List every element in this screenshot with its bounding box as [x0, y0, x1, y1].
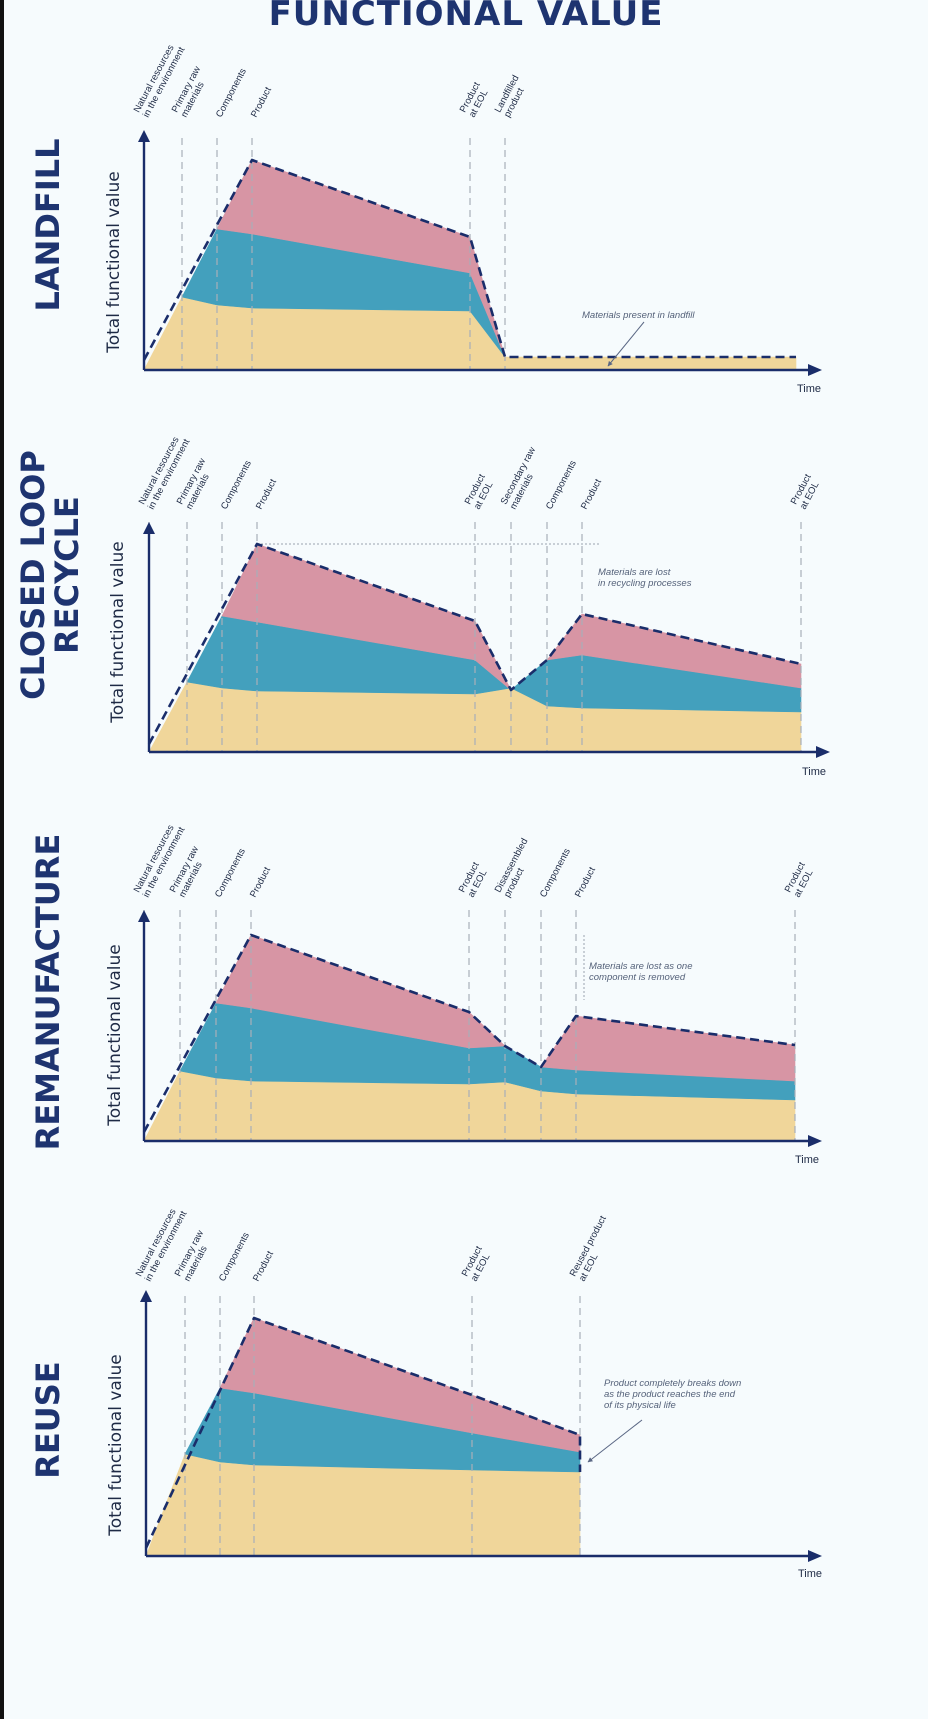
stage-label-line: Product: [254, 477, 279, 511]
x-axis-arrowhead: [816, 746, 830, 758]
stage-label: Components: [219, 458, 254, 511]
x-axis-title: Time: [802, 766, 826, 778]
annotation-line: Product completely breaks down: [604, 1378, 741, 1389]
stage-label-line: Components: [544, 458, 579, 511]
annotation-note: Materials are lost in recycling processes: [598, 567, 692, 589]
product-layer: [540, 1015, 796, 1082]
stage-label: Productat EOL: [783, 860, 818, 899]
annotation-note: Product completely breaks down as the pro…: [604, 1378, 741, 1411]
stage-label: Components: [217, 1230, 252, 1283]
x-axis-title: Time: [797, 383, 821, 395]
stage-label: Secondary rawmaterials: [499, 445, 548, 511]
value-chart: Natural resourcesin the environmentPrima…: [132, 823, 822, 1166]
stage-label-line: Components: [214, 66, 249, 119]
stage-label: Primary rawmaterials: [170, 64, 213, 119]
stage-label: Productat EOL: [457, 860, 492, 899]
stage-label-line: Components: [538, 846, 573, 899]
stage-label: Product: [573, 865, 598, 899]
stage-label: Product: [251, 1249, 276, 1283]
stage-label: Disassembledproduct: [493, 837, 540, 900]
value-chart: Natural resourcesin the environmentPrima…: [132, 43, 822, 395]
panel-reuse: REUSE Total functional value Natural resou…: [4, 1190, 928, 1719]
stage-label-line: Components: [217, 1230, 252, 1283]
stage-label-line: Product: [248, 865, 273, 899]
panel-landfill: LANDFILL Total functional value Natural re…: [4, 0, 928, 400]
stage-label-line: Components: [219, 458, 254, 511]
x-axis-arrowhead: [808, 1135, 822, 1147]
y-axis-arrowhead: [140, 1290, 152, 1302]
value-chart: Natural resourcesin the environmentPrima…: [134, 1207, 822, 1580]
panel-closed-loop-recycle: CLOSED LOOP RECYCLE Total functional value…: [4, 400, 928, 800]
y-axis-arrowhead: [143, 522, 155, 534]
x-axis-arrowhead: [808, 364, 822, 376]
x-axis-title: Time: [798, 1568, 822, 1580]
stage-label-line: Product: [579, 477, 604, 511]
stage-label-line: Product: [251, 1249, 276, 1283]
y-axis-arrowhead: [138, 130, 150, 142]
y-axis-arrowhead: [138, 910, 150, 922]
annotation-line: Materials present in landfill: [582, 310, 695, 321]
annotation-arrow: [607, 321, 645, 367]
panel-remanufacture: REMANUFACTURE Total functional value Natur…: [4, 800, 928, 1190]
stage-label: Productat EOL: [463, 472, 498, 511]
stage-label: Product: [248, 865, 273, 899]
annotation-line: component is removed: [589, 972, 686, 983]
page-title: FUNCTIONAL VALUE: [268, 0, 664, 34]
annotation-line: of its physical life: [604, 1400, 676, 1411]
stage-label: Primary rawmaterials: [175, 456, 218, 511]
total-value-line: [142, 933, 796, 1133]
annotation-arrow: [587, 1419, 643, 1463]
stage-label: Product: [254, 477, 279, 511]
annotation-line: Materials are lost: [598, 567, 671, 578]
stage-label: Reused productat EOL: [568, 1214, 619, 1284]
stage-label-line: Components: [213, 846, 248, 899]
x-axis-title: Time: [795, 1154, 819, 1166]
stage-label: Product: [249, 85, 274, 119]
x-axis-arrowhead: [808, 1550, 822, 1562]
stage-label: Landfilledproduct: [493, 73, 531, 119]
total-value-line: [142, 158, 796, 361]
value-chart: Natural resourcesin the environmentPrima…: [137, 435, 830, 778]
stage-label: Productat EOL: [458, 80, 493, 119]
stage-label: Components: [544, 458, 579, 511]
stage-label: Primary rawmaterials: [173, 1228, 216, 1283]
stage-label: Components: [538, 846, 573, 899]
total-value-line: [147, 542, 802, 745]
stage-label: Components: [213, 846, 248, 899]
total-value-line: [144, 1316, 582, 1549]
stage-label: Productat EOL: [789, 472, 824, 511]
annotation-note: Materials are lost as one component is re…: [589, 961, 693, 983]
stage-label: Product: [579, 477, 604, 511]
annotation-line: in recycling processes: [598, 578, 692, 589]
stage-label: Productat EOL: [460, 1244, 495, 1283]
annotation-note: Materials present in landfill: [582, 310, 695, 321]
annotation-line: as the product reaches the end: [604, 1389, 736, 1400]
annotation-line: Materials are lost as one: [589, 961, 693, 972]
stage-label-line: Product: [249, 85, 274, 119]
stage-label: Components: [214, 66, 249, 119]
stage-label-line: Product: [573, 865, 598, 899]
